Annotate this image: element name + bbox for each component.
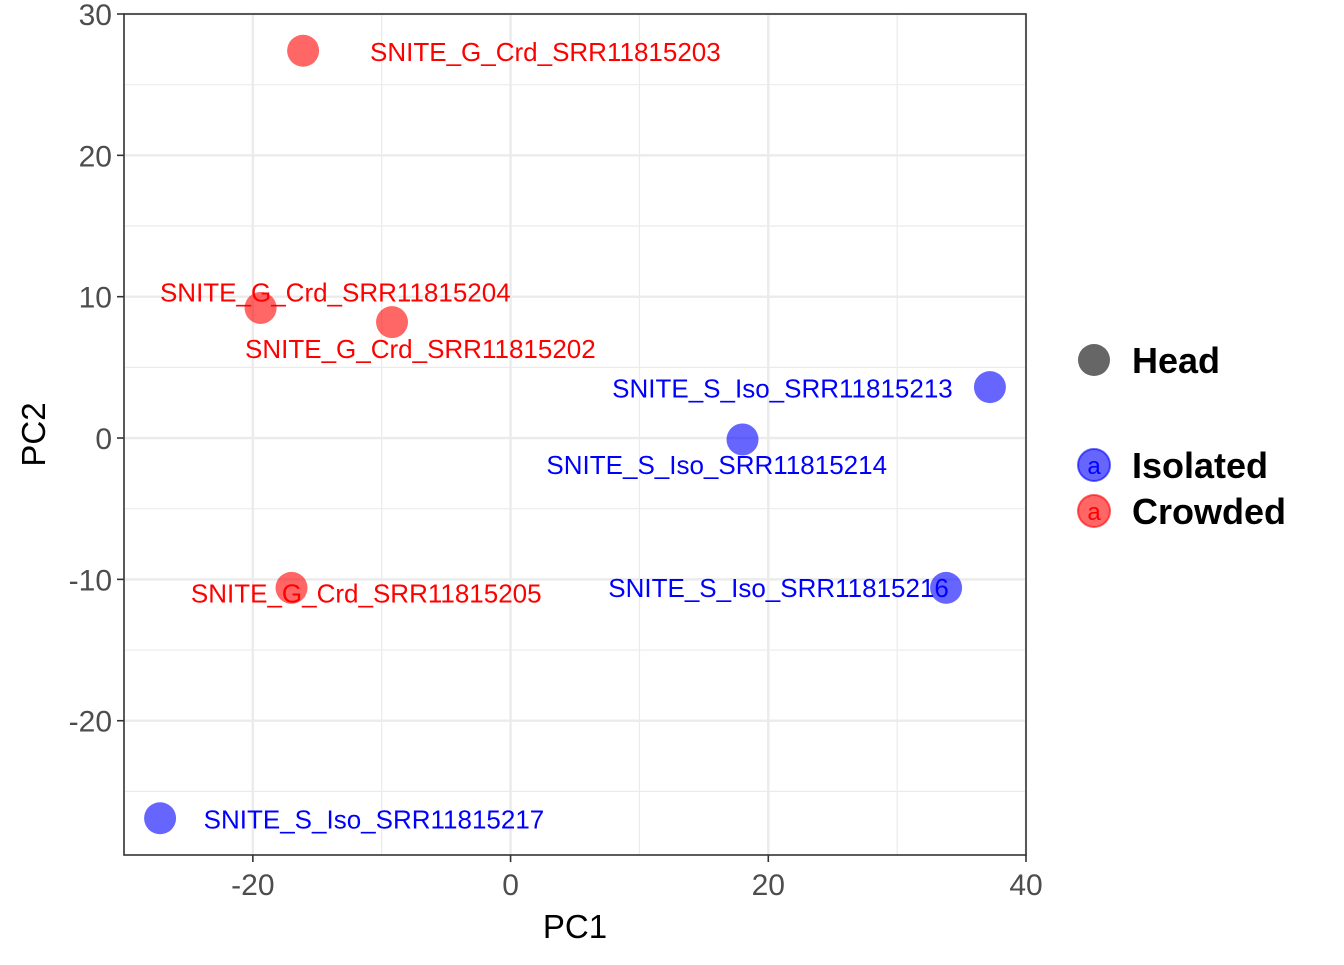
grid-lines	[123, 12, 1028, 855]
point-label: SNITE_G_Crd_SRR11815205	[191, 579, 542, 609]
y-axis-title: PC2	[15, 402, 52, 466]
point-label: SNITE_G_Crd_SRR11815204	[160, 277, 511, 307]
data-point-isolated	[726, 423, 759, 456]
data-point-isolated	[973, 371, 1006, 404]
point-labels: SNITE_S_Iso_SRR11815213 SNITE_S_Iso_SRR11…	[160, 37, 953, 835]
x-tick-label: 0	[502, 869, 519, 902]
legend-label-color: Isolated	[1132, 445, 1268, 486]
legend: Head a Isolated a Crowded	[1077, 340, 1286, 532]
y-tick-label: -10	[69, 564, 112, 597]
x-tick-label: 40	[1009, 869, 1042, 902]
x-tick-label: 20	[752, 869, 785, 902]
axes: -20 0 20 40 -20 -10 0 10 20 30	[69, 0, 1043, 902]
legend-key-glyph: a	[1087, 453, 1101, 480]
x-axis-title: PC1	[543, 908, 607, 945]
legend-label-shape: Head	[1132, 340, 1220, 381]
x-tick-label: -20	[231, 869, 274, 902]
point-label: SNITE_S_Iso_SRR11815217	[204, 805, 545, 835]
legend-key-color	[1077, 494, 1111, 528]
y-tick-label: 20	[79, 140, 112, 173]
legend-key-color	[1077, 448, 1111, 482]
point-label: SNITE_S_Iso_SRR11815214	[546, 450, 887, 480]
legend-label-color: Crowded	[1132, 491, 1286, 532]
data-point-isolated	[930, 571, 963, 604]
legend-key-shape	[1078, 344, 1110, 376]
y-tick-label: 30	[79, 0, 112, 32]
data-point-crowded	[244, 291, 277, 324]
y-tick-label: 10	[79, 282, 112, 315]
data-point-isolated	[144, 802, 177, 835]
point-label: SNITE_S_Iso_SRR11815213	[612, 374, 953, 404]
data-point-crowded	[287, 34, 320, 67]
y-tick-label: 0	[95, 423, 112, 456]
panel-border	[123, 13, 1027, 856]
point-label: SNITE_G_Crd_SRR11815202	[245, 334, 596, 364]
data-point-crowded	[275, 571, 308, 604]
data-point-crowded	[376, 306, 409, 339]
point-label: SNITE_G_Crd_SRR11815203	[370, 37, 721, 67]
point-label: SNITE_S_Iso_SRR11815216	[608, 573, 949, 603]
legend-key-glyph: a	[1087, 499, 1101, 526]
y-tick-label: -20	[69, 706, 112, 739]
data-points	[144, 34, 1006, 835]
